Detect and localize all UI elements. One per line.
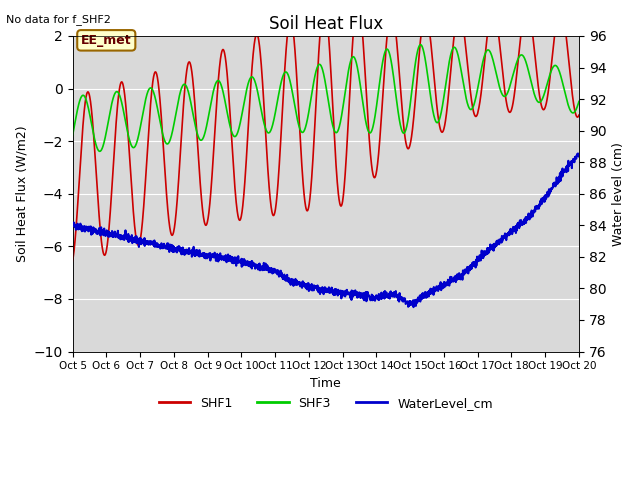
SHF1 xyxy=(561,19,568,24)
SHF3 xyxy=(468,106,476,112)
Line: WaterLevel_cm: WaterLevel_cm xyxy=(72,154,579,307)
SHF3 xyxy=(68,133,76,139)
Legend: SHF1, SHF3, WaterLevel_cm: SHF1, SHF3, WaterLevel_cm xyxy=(154,392,498,415)
SHF1 xyxy=(68,258,76,264)
WaterLevel_cm xyxy=(574,151,582,156)
Text: EE_met: EE_met xyxy=(81,34,132,47)
SHF3 xyxy=(302,124,310,130)
SHF3 xyxy=(561,88,568,94)
X-axis label: Time: Time xyxy=(310,377,341,390)
WaterLevel_cm xyxy=(575,153,583,158)
Line: SHF1: SHF1 xyxy=(72,0,579,261)
Title: Soil Heat Flux: Soil Heat Flux xyxy=(269,15,383,33)
Y-axis label: Soil Heat Flux (W/m2): Soil Heat Flux (W/m2) xyxy=(15,125,28,262)
SHF1 xyxy=(301,202,309,208)
SHF3 xyxy=(315,61,323,67)
WaterLevel_cm xyxy=(561,169,568,175)
WaterLevel_cm xyxy=(468,263,476,269)
SHF1 xyxy=(561,20,568,26)
WaterLevel_cm xyxy=(95,229,102,235)
Line: SHF3: SHF3 xyxy=(72,45,579,151)
SHF1 xyxy=(354,0,362,3)
SHF1 xyxy=(468,98,476,104)
SHF1 xyxy=(315,50,323,56)
SHF1 xyxy=(575,112,583,118)
SHF3 xyxy=(575,98,583,104)
WaterLevel_cm xyxy=(410,304,417,310)
SHF3 xyxy=(417,42,424,48)
WaterLevel_cm xyxy=(561,168,568,174)
WaterLevel_cm xyxy=(68,221,76,227)
SHF3 xyxy=(96,148,104,154)
WaterLevel_cm xyxy=(301,283,309,288)
Y-axis label: Water level (cm): Water level (cm) xyxy=(612,142,625,246)
Text: No data for f_SHF2: No data for f_SHF2 xyxy=(6,14,111,25)
WaterLevel_cm xyxy=(315,285,323,290)
SHF3 xyxy=(95,147,102,153)
SHF3 xyxy=(561,89,568,95)
SHF1 xyxy=(95,203,102,208)
